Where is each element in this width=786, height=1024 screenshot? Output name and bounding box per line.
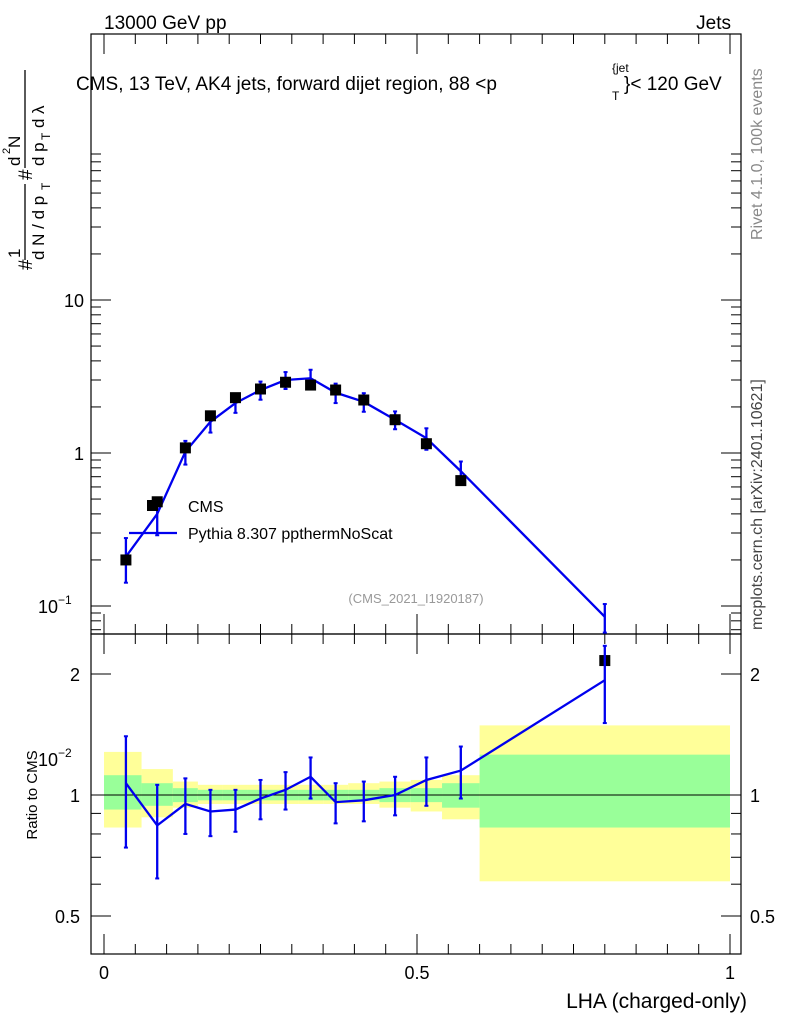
legend: CMS Pythia 8.307 ppthermNoScat xyxy=(129,499,393,543)
y-tick-label: 10 xyxy=(64,291,84,311)
svg-text:#: # xyxy=(16,259,37,270)
svg-text:}< 120 GeV: }< 120 GeV xyxy=(624,74,722,95)
y-tick-label: 1 xyxy=(74,444,84,464)
main-panel-frame xyxy=(90,33,742,635)
y-tick-label: 10 xyxy=(38,597,58,617)
energy-label: 13000 GeV pp xyxy=(104,13,227,34)
cms-data-point xyxy=(358,394,370,406)
svg-text:T: T xyxy=(39,132,53,140)
cms-data-point xyxy=(420,438,432,450)
y-tick-label-exponent: −1 xyxy=(58,593,72,607)
cms-data-point xyxy=(305,379,317,391)
svg-text:d: d xyxy=(5,157,24,166)
svg-text:CMS, 13 TeV, AK4 jets, forward: CMS, 13 TeV, AK4 jets, forward dijet reg… xyxy=(76,74,497,95)
svg-text:2: 2 xyxy=(1,148,13,154)
svg-text:d N / d p: d N / d p xyxy=(29,196,48,260)
svg-text:#: # xyxy=(16,169,37,180)
legend-cms-marker xyxy=(147,500,158,511)
x-axis-label: LHA (charged-only) xyxy=(566,990,747,1013)
y-tick-label: 10 xyxy=(38,750,58,770)
ratio-tick-label-right: 2 xyxy=(750,665,760,685)
y-tick-label-exponent: −2 xyxy=(58,746,72,760)
ratio-ylabel: Ratio to CMS xyxy=(24,750,41,839)
svg-text:λ: λ xyxy=(29,105,48,114)
pythia-curve xyxy=(124,377,606,618)
ratio-tick-label-right: 0.5 xyxy=(750,907,775,927)
svg-text:N: N xyxy=(5,136,24,148)
ratio-tick-label: 1 xyxy=(70,786,80,806)
analysis-id: (CMS_2021_I1920187) xyxy=(348,591,483,606)
cms-data-point xyxy=(229,392,241,404)
cms-data-point xyxy=(204,410,216,422)
ratio-band-stat xyxy=(479,754,730,828)
svg-text:T: T xyxy=(39,182,53,190)
cms-data-point xyxy=(330,384,342,396)
cms-data-point xyxy=(455,475,467,487)
x-tick-label: 0 xyxy=(99,963,109,983)
ratio-panel-frame xyxy=(90,633,742,955)
x-tick-label: 1 xyxy=(725,963,735,983)
process-label: Jets xyxy=(696,13,731,34)
legend-pythia-label: Pythia 8.307 ppthermNoScat xyxy=(188,526,393,543)
svg-text:{jet: {jet xyxy=(612,61,629,75)
site-label: mcplots.cern.ch [arXiv:2401.10621] xyxy=(749,379,766,630)
svg-text:d p: d p xyxy=(29,142,48,166)
cms-data-point xyxy=(120,554,132,566)
cms-data-point xyxy=(280,376,292,388)
cms-data-point xyxy=(179,442,191,454)
main-ylabel: # 1 d N / d p T # d 2 N d p T d λ xyxy=(1,70,53,270)
rivet-label: Rivet 4.1.0, 100k events xyxy=(749,68,766,240)
chart-title: CMS, 13 TeV, AK4 jets, forward dijet reg… xyxy=(76,61,722,103)
ratio-band-stat xyxy=(104,775,142,810)
svg-text:d: d xyxy=(29,119,48,128)
legend-cms-label: CMS xyxy=(188,499,224,516)
ratio-tick-label-right: 1 xyxy=(750,786,760,806)
ratio-tick-label: 0.5 xyxy=(55,907,80,927)
x-tick-label: 0.5 xyxy=(404,963,429,983)
ratio-curve xyxy=(124,679,606,828)
cms-data-point xyxy=(255,383,266,395)
svg-text:T: T xyxy=(612,89,620,103)
ratio-tick-label: 2 xyxy=(70,665,80,685)
cms-data-point xyxy=(389,414,401,426)
svg-text:1: 1 xyxy=(5,249,24,258)
